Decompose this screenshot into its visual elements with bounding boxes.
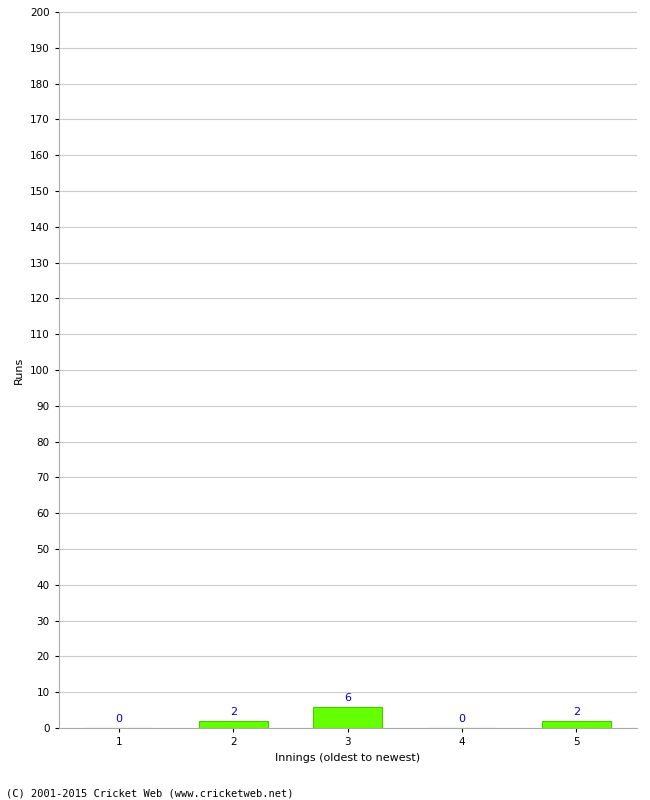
Y-axis label: Runs: Runs: [14, 356, 24, 384]
X-axis label: Innings (oldest to newest): Innings (oldest to newest): [275, 753, 421, 762]
Text: 6: 6: [344, 693, 351, 703]
Bar: [542, 721, 611, 728]
Bar: [313, 706, 382, 728]
Text: 0: 0: [459, 714, 465, 725]
Text: 0: 0: [116, 714, 123, 725]
Text: (C) 2001-2015 Cricket Web (www.cricketweb.net): (C) 2001-2015 Cricket Web (www.cricketwe…: [6, 789, 294, 798]
Text: 2: 2: [230, 707, 237, 718]
Text: 2: 2: [573, 707, 580, 718]
Bar: [199, 721, 268, 728]
